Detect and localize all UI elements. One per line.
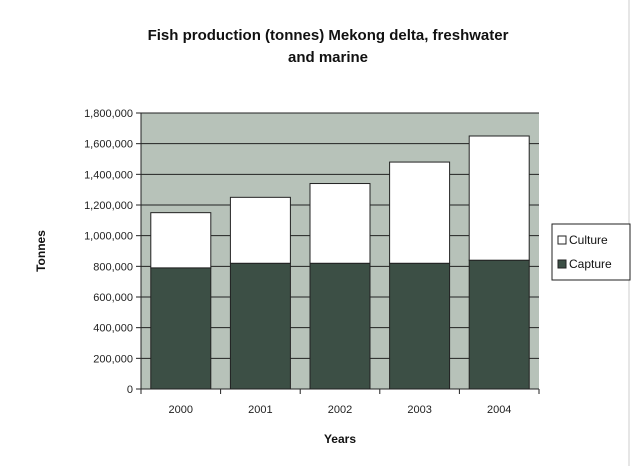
x-tick-label: 2003 (407, 404, 431, 416)
y-tick-label: 0 (127, 384, 133, 396)
y-tick-label: 1,800,000 (84, 108, 133, 120)
bar-culture-2000 (150, 212, 212, 269)
bar-culture-2001 (229, 196, 291, 264)
bar-capture-2002 (309, 262, 371, 390)
x-axis-title: Years (324, 432, 356, 446)
bar-culture-2002 (309, 183, 371, 264)
legend-box (551, 223, 631, 281)
y-tick-label: 400,000 (93, 323, 133, 335)
bar-capture-2004 (468, 259, 530, 390)
y-axis: 0 200,000 400,000 600,000 800,000 1,000,000 1,… (84, 108, 142, 396)
chart-title-line-1: Fish production (tonnes) Mekong delta, f… (148, 27, 509, 44)
x-tick-label: 2004 (487, 404, 511, 416)
y-tick-label: 1,200,000 (84, 200, 133, 212)
x-tick-label: 2001 (248, 404, 272, 416)
bar-culture-2004 (468, 135, 530, 261)
bar-capture-2001 (229, 262, 291, 390)
y-tick-label: 200,000 (93, 353, 133, 365)
y-tick-label: 800,000 (93, 261, 133, 273)
y-tick-label: 1,000,000 (84, 231, 133, 243)
legend: Culture Capture (551, 223, 631, 281)
chart-title: Fish production (tonnes) Mekong delta, f… (148, 27, 509, 66)
y-tick-label: 600,000 (93, 292, 133, 304)
legend-label-culture: Culture (569, 233, 608, 247)
bars (150, 135, 530, 390)
y-tick-label: 1,600,000 (84, 139, 133, 151)
bar-capture-2000 (150, 267, 212, 390)
x-axis: 2000 2001 2002 2003 2004 (140, 388, 540, 416)
chart-title-line-2: and marine (288, 49, 368, 66)
bar-culture-2003 (389, 161, 451, 264)
bar-capture-2003 (389, 262, 451, 390)
legend-swatch-capture (557, 259, 567, 269)
y-axis-title: Tonnes (34, 230, 48, 272)
x-tick-label: 2000 (169, 404, 193, 416)
y-tick-label: 1,400,000 (84, 169, 133, 181)
legend-label-capture: Capture (569, 257, 612, 271)
x-tick-label: 2002 (328, 404, 352, 416)
legend-swatch-culture (557, 235, 567, 245)
